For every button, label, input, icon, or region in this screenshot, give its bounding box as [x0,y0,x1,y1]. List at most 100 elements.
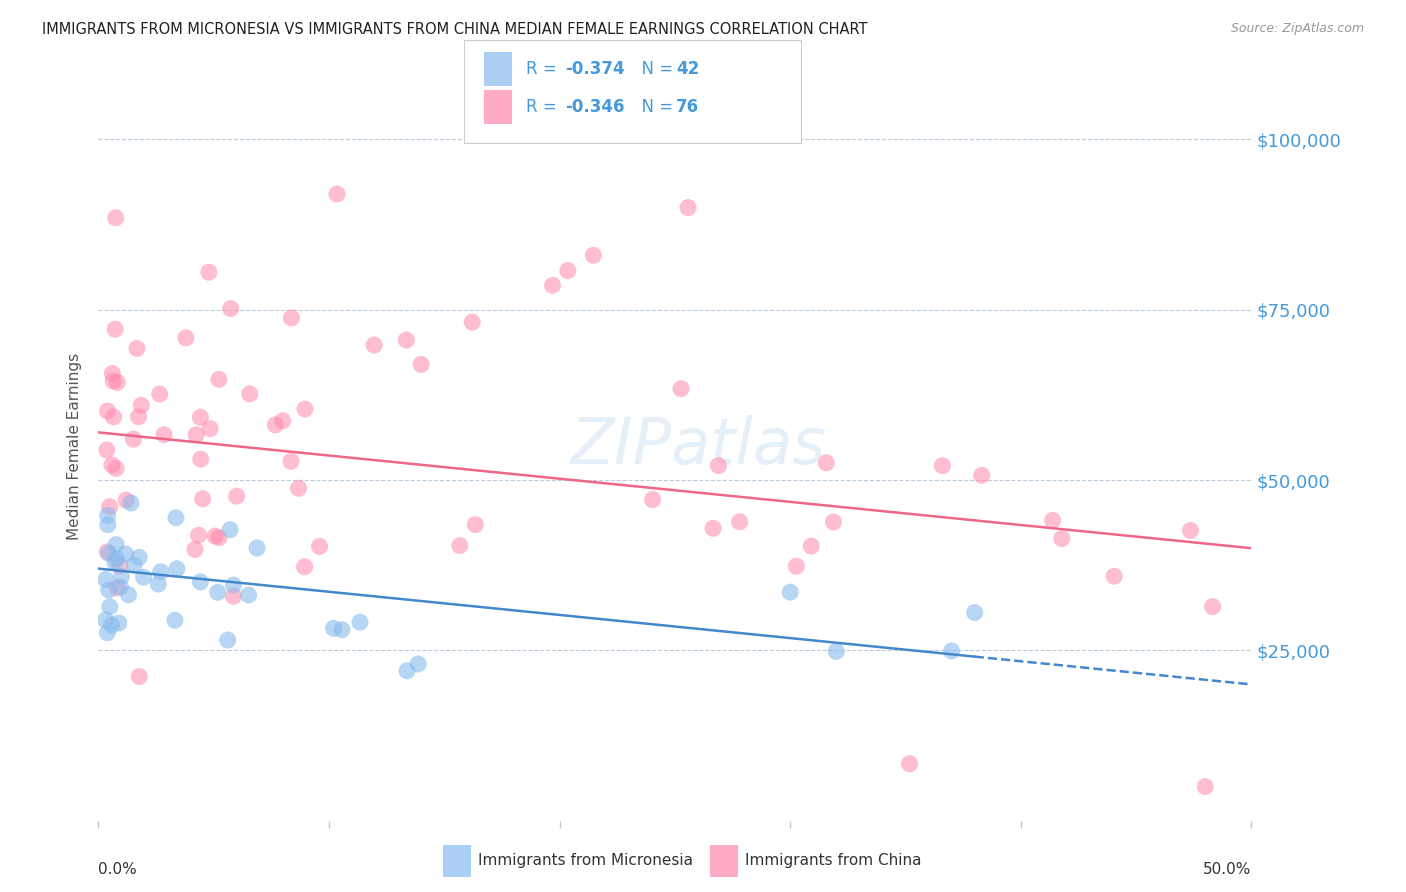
Point [184,427,207,442]
Point [707,458,730,473]
Point [107,615,129,630]
Text: 0.0%: 0.0% [98,862,138,877]
Point [188,410,211,425]
Point [122,432,145,446]
Point [728,515,751,529]
Text: -0.346: -0.346 [565,98,624,116]
Point [217,633,239,648]
Point [190,452,212,467]
Point [411,358,433,372]
Point [115,493,138,508]
Point [103,409,125,424]
Point [163,613,186,627]
Point [165,510,187,524]
Text: Immigrants from China: Immigrants from China [745,854,922,868]
Point [238,588,260,602]
Point [149,565,172,579]
Point [198,265,221,279]
Text: Source: ZipAtlas.com: Source: ZipAtlas.com [1230,22,1364,36]
Point [97,546,120,560]
Point [963,606,986,620]
Point [1042,513,1064,527]
Text: N =: N = [631,98,679,116]
Point [287,481,309,495]
Point [96,442,118,457]
Point [800,539,823,553]
Point [225,489,247,503]
Point [110,569,132,583]
Point [148,577,170,591]
Point [96,625,118,640]
Point [198,422,221,436]
Point [1180,524,1202,538]
Point [208,531,231,545]
Point [104,322,127,336]
Point [294,402,316,417]
Point [557,263,579,277]
Point [97,508,120,523]
Point [825,644,848,658]
Point [208,372,231,386]
Point [100,618,122,632]
Point [190,574,212,589]
Text: 76: 76 [676,98,699,116]
Point [779,585,801,599]
Point [395,333,418,347]
Point [166,562,188,576]
Point [96,545,118,559]
Text: IMMIGRANTS FROM MICRONESIA VS IMMIGRANTS FROM CHINA MEDIAN FEMALE EARNINGS CORRE: IMMIGRANTS FROM MICRONESIA VS IMMIGRANTS… [42,22,868,37]
Point [153,427,176,442]
Point [131,398,153,412]
Point [823,515,845,529]
Point [582,248,605,262]
Point [330,623,353,637]
Point [931,458,953,473]
Point [449,539,471,553]
Point [184,542,207,557]
Point [187,528,209,542]
Point [117,588,139,602]
Point [105,376,128,390]
Text: R =: R = [526,60,562,78]
Point [105,461,128,475]
Point [105,538,128,552]
Point [94,613,117,627]
Point [94,573,117,587]
Point [322,621,344,635]
Text: 42: 42 [676,60,700,78]
Point [219,301,242,316]
Point [96,404,118,418]
Point [105,581,128,595]
Point [125,342,148,356]
Point [191,491,214,506]
Text: ZIPatlas: ZIPatlas [571,415,825,477]
Point [271,414,294,428]
Text: R =: R = [526,98,562,116]
Point [103,374,125,388]
Point [641,492,664,507]
Point [395,664,418,678]
Point [246,541,269,555]
Point [222,578,245,592]
Point [280,310,302,325]
Point [406,657,429,671]
Point [898,756,921,771]
Text: 50.0%: 50.0% [1204,862,1251,877]
Point [105,551,128,566]
Point [464,517,486,532]
Point [120,496,142,510]
Point [264,417,287,432]
Point [1201,599,1223,614]
Point [104,555,127,569]
Point [132,570,155,584]
Point [785,559,807,574]
Point [98,599,121,614]
Point [101,367,124,381]
Point [149,387,172,401]
Point [207,585,229,599]
Point [1050,532,1073,546]
Point [676,201,699,215]
Point [122,558,145,572]
Y-axis label: Median Female Earnings: Median Female Earnings [67,352,83,540]
Point [669,382,692,396]
